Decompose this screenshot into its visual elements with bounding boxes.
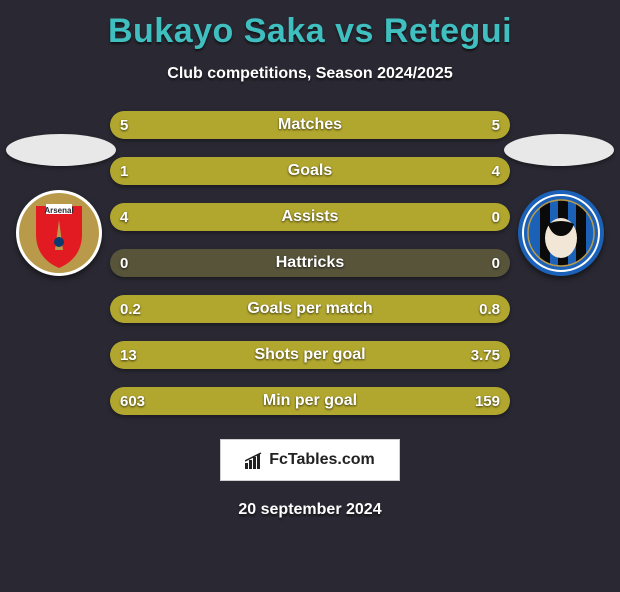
fctables-logo: FcTables.com	[220, 439, 400, 481]
stat-row: 00Hattricks	[110, 249, 510, 277]
stat-label: Assists	[110, 203, 510, 231]
stat-row: 14Goals	[110, 157, 510, 185]
stat-label: Matches	[110, 111, 510, 139]
stat-row: 40Assists	[110, 203, 510, 231]
stat-label: Goals per match	[110, 295, 510, 323]
stats-bars: 55Matches 14Goals 40Assists 00Hattricks 0.20…	[110, 111, 510, 415]
stat-label: Min per goal	[110, 387, 510, 415]
comparison-title: Bukayo Saka vs Retegui	[0, 12, 620, 51]
comparison-subtitle: Club competitions, Season 2024/2025	[0, 65, 620, 83]
stat-label: Goals	[110, 157, 510, 185]
stat-row: 55Matches	[110, 111, 510, 139]
stats-panel: 55Matches 14Goals 40Assists 00Hattricks 0.20…	[0, 111, 620, 519]
stat-label: Shots per goal	[110, 341, 510, 369]
stat-row: 603159Min per goal	[110, 387, 510, 415]
stat-label: Hattricks	[110, 249, 510, 277]
stat-row: 133.75Shots per goal	[110, 341, 510, 369]
fctables-logo-text: FcTables.com	[269, 451, 375, 469]
bar-chart-icon	[245, 451, 265, 469]
stat-row: 0.20.8Goals per match	[110, 295, 510, 323]
snapshot-date: 20 september 2024	[0, 501, 620, 519]
